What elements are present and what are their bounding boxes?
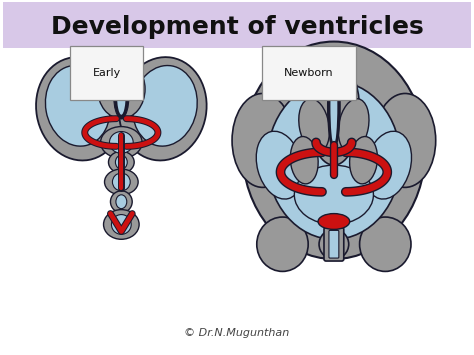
Ellipse shape [103,210,139,239]
Ellipse shape [113,67,129,119]
Ellipse shape [117,71,126,115]
Ellipse shape [319,229,349,259]
Ellipse shape [257,217,308,272]
Text: Newborn: Newborn [284,68,334,78]
Ellipse shape [350,137,377,184]
Ellipse shape [119,57,207,160]
Ellipse shape [242,42,425,259]
Ellipse shape [294,165,374,224]
Ellipse shape [330,67,337,144]
FancyBboxPatch shape [3,2,471,49]
Ellipse shape [360,217,411,272]
Ellipse shape [290,137,318,184]
FancyBboxPatch shape [324,228,344,261]
Text: Early: Early [92,68,120,78]
Ellipse shape [110,191,132,213]
Ellipse shape [327,61,341,150]
Text: Development of ventricles: Development of ventricles [51,15,423,39]
Ellipse shape [109,151,134,173]
Ellipse shape [267,81,401,239]
Ellipse shape [299,99,329,153]
FancyBboxPatch shape [329,230,339,258]
Ellipse shape [98,59,145,119]
Ellipse shape [338,99,369,153]
Ellipse shape [115,155,127,169]
Ellipse shape [105,169,138,195]
Ellipse shape [308,56,360,165]
Text: © Dr.N.Mugunthan: © Dr.N.Mugunthan [184,328,290,338]
Ellipse shape [46,66,110,146]
Ellipse shape [256,131,303,199]
Ellipse shape [109,132,133,153]
Ellipse shape [112,173,130,191]
Ellipse shape [132,66,197,146]
Ellipse shape [374,93,436,187]
Ellipse shape [116,195,127,209]
Ellipse shape [100,127,142,158]
Ellipse shape [365,131,411,199]
Ellipse shape [232,93,293,187]
Ellipse shape [318,214,350,229]
Ellipse shape [111,214,131,234]
Ellipse shape [36,57,124,160]
